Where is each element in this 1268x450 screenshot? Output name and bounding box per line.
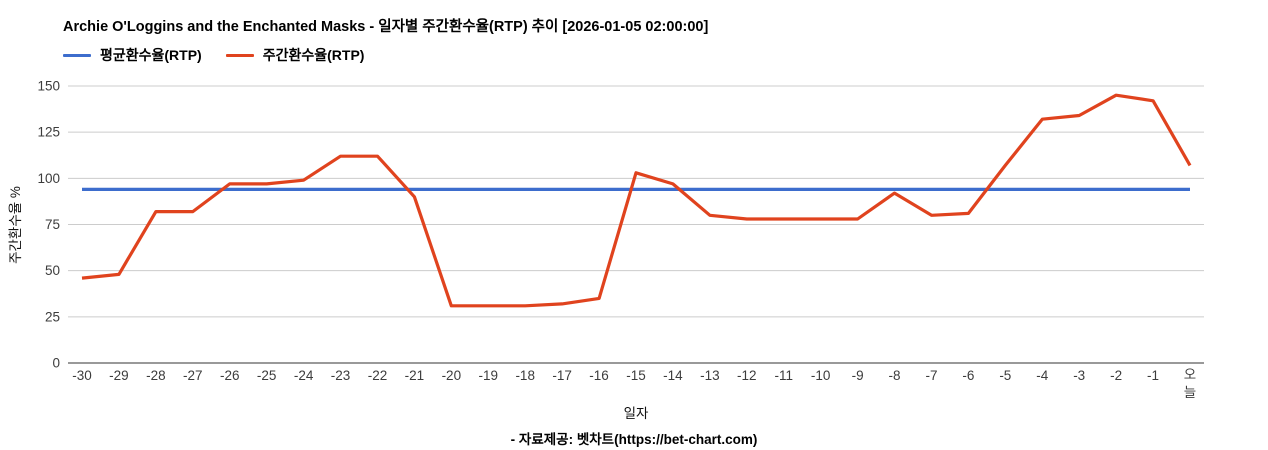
x-tick-label: -3 xyxy=(1073,368,1085,383)
x-tick-label: -17 xyxy=(552,368,572,383)
y-tick-label: 100 xyxy=(37,171,60,186)
x-tick-label: -14 xyxy=(663,368,683,383)
x-tick-label: -26 xyxy=(220,368,240,383)
legend-label-weekly: 주간환수율(RTP) xyxy=(262,47,365,63)
x-tick-label: -19 xyxy=(479,368,499,383)
chart-title: Archie O'Loggins and the Enchanted Masks… xyxy=(63,19,709,35)
series-line-주간환수율(RTP) xyxy=(81,93,1192,308)
x-tick-label: -13 xyxy=(700,368,720,383)
y-tick-label: 125 xyxy=(37,125,60,140)
x-tick-label: -9 xyxy=(852,368,864,383)
x-tick-label: -4 xyxy=(1036,368,1048,383)
x-tick-label: -24 xyxy=(294,368,314,383)
legend-item-weekly: 주간환수율(RTP) xyxy=(225,45,365,65)
y-tick-label: 75 xyxy=(45,217,60,232)
x-tick-label: -20 xyxy=(442,368,462,383)
x-tick-label: -7 xyxy=(925,368,937,383)
legend-item-average: 평균환수율(RTP) xyxy=(63,45,202,65)
average-line-swatch xyxy=(63,53,91,57)
x-tick-label: -15 xyxy=(626,368,646,383)
x-tick-label: -29 xyxy=(109,368,129,383)
x-tick-label: -21 xyxy=(405,368,425,383)
legend: 평균환수율(RTP) 주간환수율(RTP) xyxy=(63,45,364,65)
x-axis-title: 일자 xyxy=(623,406,649,421)
x-tick-label: -18 xyxy=(515,368,535,383)
y-tick-label: 0 xyxy=(52,356,60,371)
x-tick-label: -8 xyxy=(889,368,901,383)
legend-label-average: 평균환수율(RTP) xyxy=(100,47,202,63)
x-tick-label: -23 xyxy=(331,368,351,383)
x-tick-label: 오 xyxy=(1184,367,1196,382)
x-tick-label: -2 xyxy=(1110,368,1122,383)
x-tick-label: -30 xyxy=(72,368,92,383)
x-tick-label: -1 xyxy=(1147,368,1159,383)
y-tick-label: 25 xyxy=(45,309,60,324)
x-tick-label: 늘 xyxy=(1184,385,1196,400)
x-tick-label: -5 xyxy=(999,368,1011,383)
x-tick-label: -22 xyxy=(368,368,388,383)
y-tick-label: 50 xyxy=(45,263,60,278)
x-tick-label: -10 xyxy=(811,368,831,383)
x-tick-label: -27 xyxy=(183,368,203,383)
weekly-line-swatch xyxy=(225,53,254,57)
x-tick-label: -16 xyxy=(589,368,609,383)
footer-credit: - 자료제공: 벳차트(https://bet-chart.com) xyxy=(510,432,758,447)
x-tick-label: -12 xyxy=(737,368,757,383)
x-tick-label: -25 xyxy=(257,368,277,383)
x-tick-label: -28 xyxy=(146,368,166,383)
y-tick-label: 150 xyxy=(37,79,60,94)
x-tick-label: -6 xyxy=(962,368,974,383)
x-tick-label: -11 xyxy=(774,368,793,383)
